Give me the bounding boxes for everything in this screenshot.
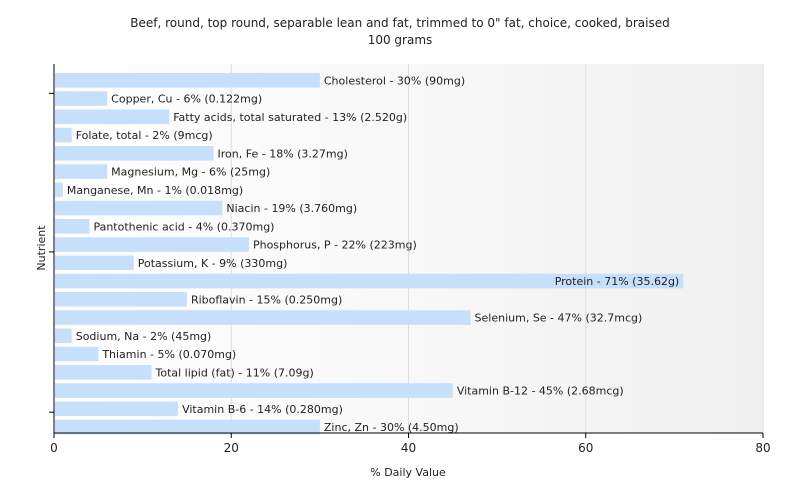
bar <box>55 109 170 125</box>
bar-data-label: Fatty acids, total saturated - 13% (2.52… <box>173 111 407 124</box>
bar <box>55 200 223 216</box>
y-axis-title: Nutrient <box>35 225 48 271</box>
bar-data-label: Pantothenic acid - 4% (0.370mg) <box>93 220 274 233</box>
bar <box>55 182 63 198</box>
bar-data-label: Folate, total - 2% (9mcg) <box>76 129 213 142</box>
bar <box>55 164 108 179</box>
x-tick-label: 40 <box>401 441 416 455</box>
x-tick-label: 20 <box>224 441 239 455</box>
bar <box>55 237 249 252</box>
bar <box>55 91 108 106</box>
bar <box>55 365 152 380</box>
chart-title: Beef, round, top round, separable lean a… <box>130 16 669 30</box>
bar <box>55 73 320 88</box>
bar-data-label: Sodium, Na - 2% (45mg) <box>76 330 212 343</box>
bar-data-label: Cholesterol - 30% (90mg) <box>324 74 465 87</box>
x-tick-label: 0 <box>50 441 58 455</box>
bar <box>55 419 320 435</box>
x-tick-label: 60 <box>578 441 593 455</box>
bar <box>55 292 187 307</box>
bar-data-label: Riboflavin - 15% (0.250mg) <box>191 293 342 306</box>
bar-data-label: Vitamin B-6 - 14% (0.280mg) <box>182 403 343 416</box>
bar-data-label: Phosphorus, P - 22% (223mg) <box>253 239 417 252</box>
bar-data-label: Zinc, Zn - 30% (4.50mg) <box>324 421 459 434</box>
bar-labels: Cholesterol - 30% (90mg) Copper, Cu - 6% … <box>67 74 679 434</box>
gridlines <box>230 64 764 433</box>
bar <box>55 273 684 289</box>
x-tick-label: 80 <box>755 441 770 455</box>
bar-data-label: Total lipid (fat) - 11% (7.09g) <box>154 366 313 379</box>
axes <box>49 64 764 438</box>
bar-data-label: Vitamin B-12 - 45% (2.68mcg) <box>457 385 624 398</box>
bar <box>55 255 134 271</box>
bar <box>55 127 72 143</box>
chart-subtitle: 100 grams <box>368 33 433 47</box>
bar <box>55 383 453 398</box>
bar-data-label: Potassium, K - 9% (330mg) <box>138 257 288 270</box>
bar-data-label: Protein - 71% (35.62g) <box>555 275 680 288</box>
x-tick-labels: 0 20 40 60 80 <box>50 441 770 455</box>
bar-data-label: Niacin - 19% (3.760mg) <box>226 202 357 215</box>
bar <box>55 328 72 344</box>
bar <box>55 146 214 161</box>
bar <box>55 310 471 325</box>
bar <box>55 219 90 234</box>
bar <box>55 401 179 417</box>
bars <box>55 73 684 435</box>
bar <box>55 346 99 362</box>
bar-data-label: Manganese, Mn - 1% (0.018mg) <box>67 184 243 197</box>
bar-data-label: Iron, Fe - 18% (3.27mg) <box>218 147 348 160</box>
bar-data-label: Thiamin - 5% (0.070mg) <box>101 348 236 361</box>
x-axis-title: % Daily Value <box>370 466 446 479</box>
bar-data-label: Copper, Cu - 6% (0.122mg) <box>111 93 262 106</box>
bar-data-label: Magnesium, Mg - 6% (25mg) <box>111 166 270 179</box>
bar-data-label: Selenium, Se - 47% (32.7mcg) <box>475 312 643 325</box>
